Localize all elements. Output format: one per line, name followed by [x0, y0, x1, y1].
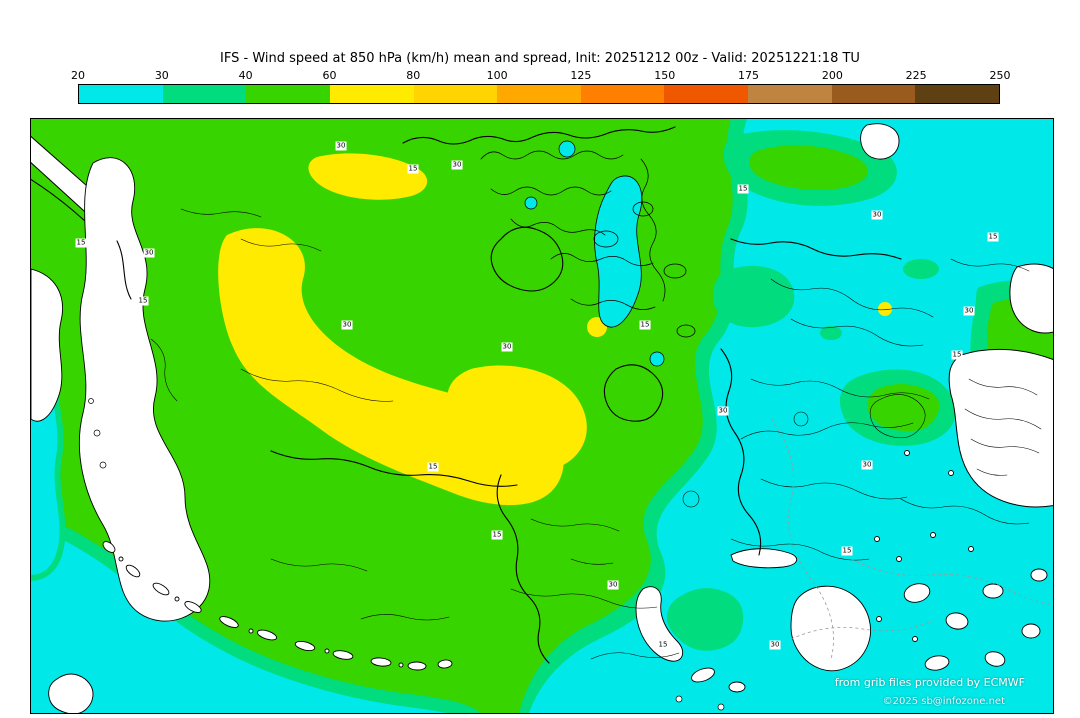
graticule-borders	[770, 418, 1053, 660]
colorbar-tick-label: 225	[905, 69, 927, 82]
colorbar-tick-label: 175	[738, 69, 760, 82]
terrain-contour-cluster	[480, 150, 696, 338]
map-area: 30 15 30 15 30 15 30 15 30 15 30 15 30 15 30 15 30 15 30 15…	[30, 118, 1054, 714]
copyright-credit: ©2025 sb@infozone.net	[882, 696, 1005, 707]
colorbar-tick-label: 125	[570, 69, 592, 82]
colorbar-segment	[580, 85, 665, 103]
archipelago	[730, 450, 1048, 672]
land-and-calm-areas	[31, 123, 1053, 713]
colorbar-gradient	[78, 84, 1000, 104]
colorbar-segment	[664, 85, 749, 103]
colorbar-segment	[329, 85, 414, 103]
colorbar-tick-label: 20	[71, 69, 85, 82]
colorbar-segment	[831, 85, 916, 103]
colorbar-tick-label: 30	[154, 69, 169, 82]
wind-fill-regions	[31, 119, 1053, 713]
colorbar-tick-label: 250	[989, 69, 1011, 82]
colorbar-tick-label: 200	[821, 69, 843, 82]
colorbar-tick-label: 80	[406, 69, 421, 82]
colorbar-tick-row: 20 30 40 60 80 100 125 150 175 200 225 250	[71, 69, 1011, 83]
data-source-credit: from grib files provided by ECMWF	[834, 676, 1025, 689]
coastlines	[116, 126, 902, 664]
colorbar-segment	[79, 85, 163, 103]
colorbar-tick-label: 40	[238, 69, 253, 82]
colorbar-segment	[497, 85, 581, 103]
colorbar-segment	[915, 85, 1000, 103]
island-arc	[102, 541, 453, 671]
colorbar-tick-label: 150	[654, 69, 676, 82]
colorbar-segment	[413, 85, 498, 103]
colorbar-segment	[748, 85, 832, 103]
wind-speed-map	[31, 119, 1053, 713]
colorbar-tick-label: 100	[486, 69, 508, 82]
spread-contours	[150, 208, 1042, 660]
colorbar-segment	[162, 85, 247, 103]
colorbar-segment	[246, 85, 330, 103]
wind-speed-colorbar: 20 30 40 60 80 100 125 150 175 200 225 250	[71, 69, 1011, 104]
colorbar-tick-label: 60	[322, 69, 337, 82]
map-title: IFS - Wind speed at 850 hPa (km/h) mean …	[220, 51, 860, 66]
